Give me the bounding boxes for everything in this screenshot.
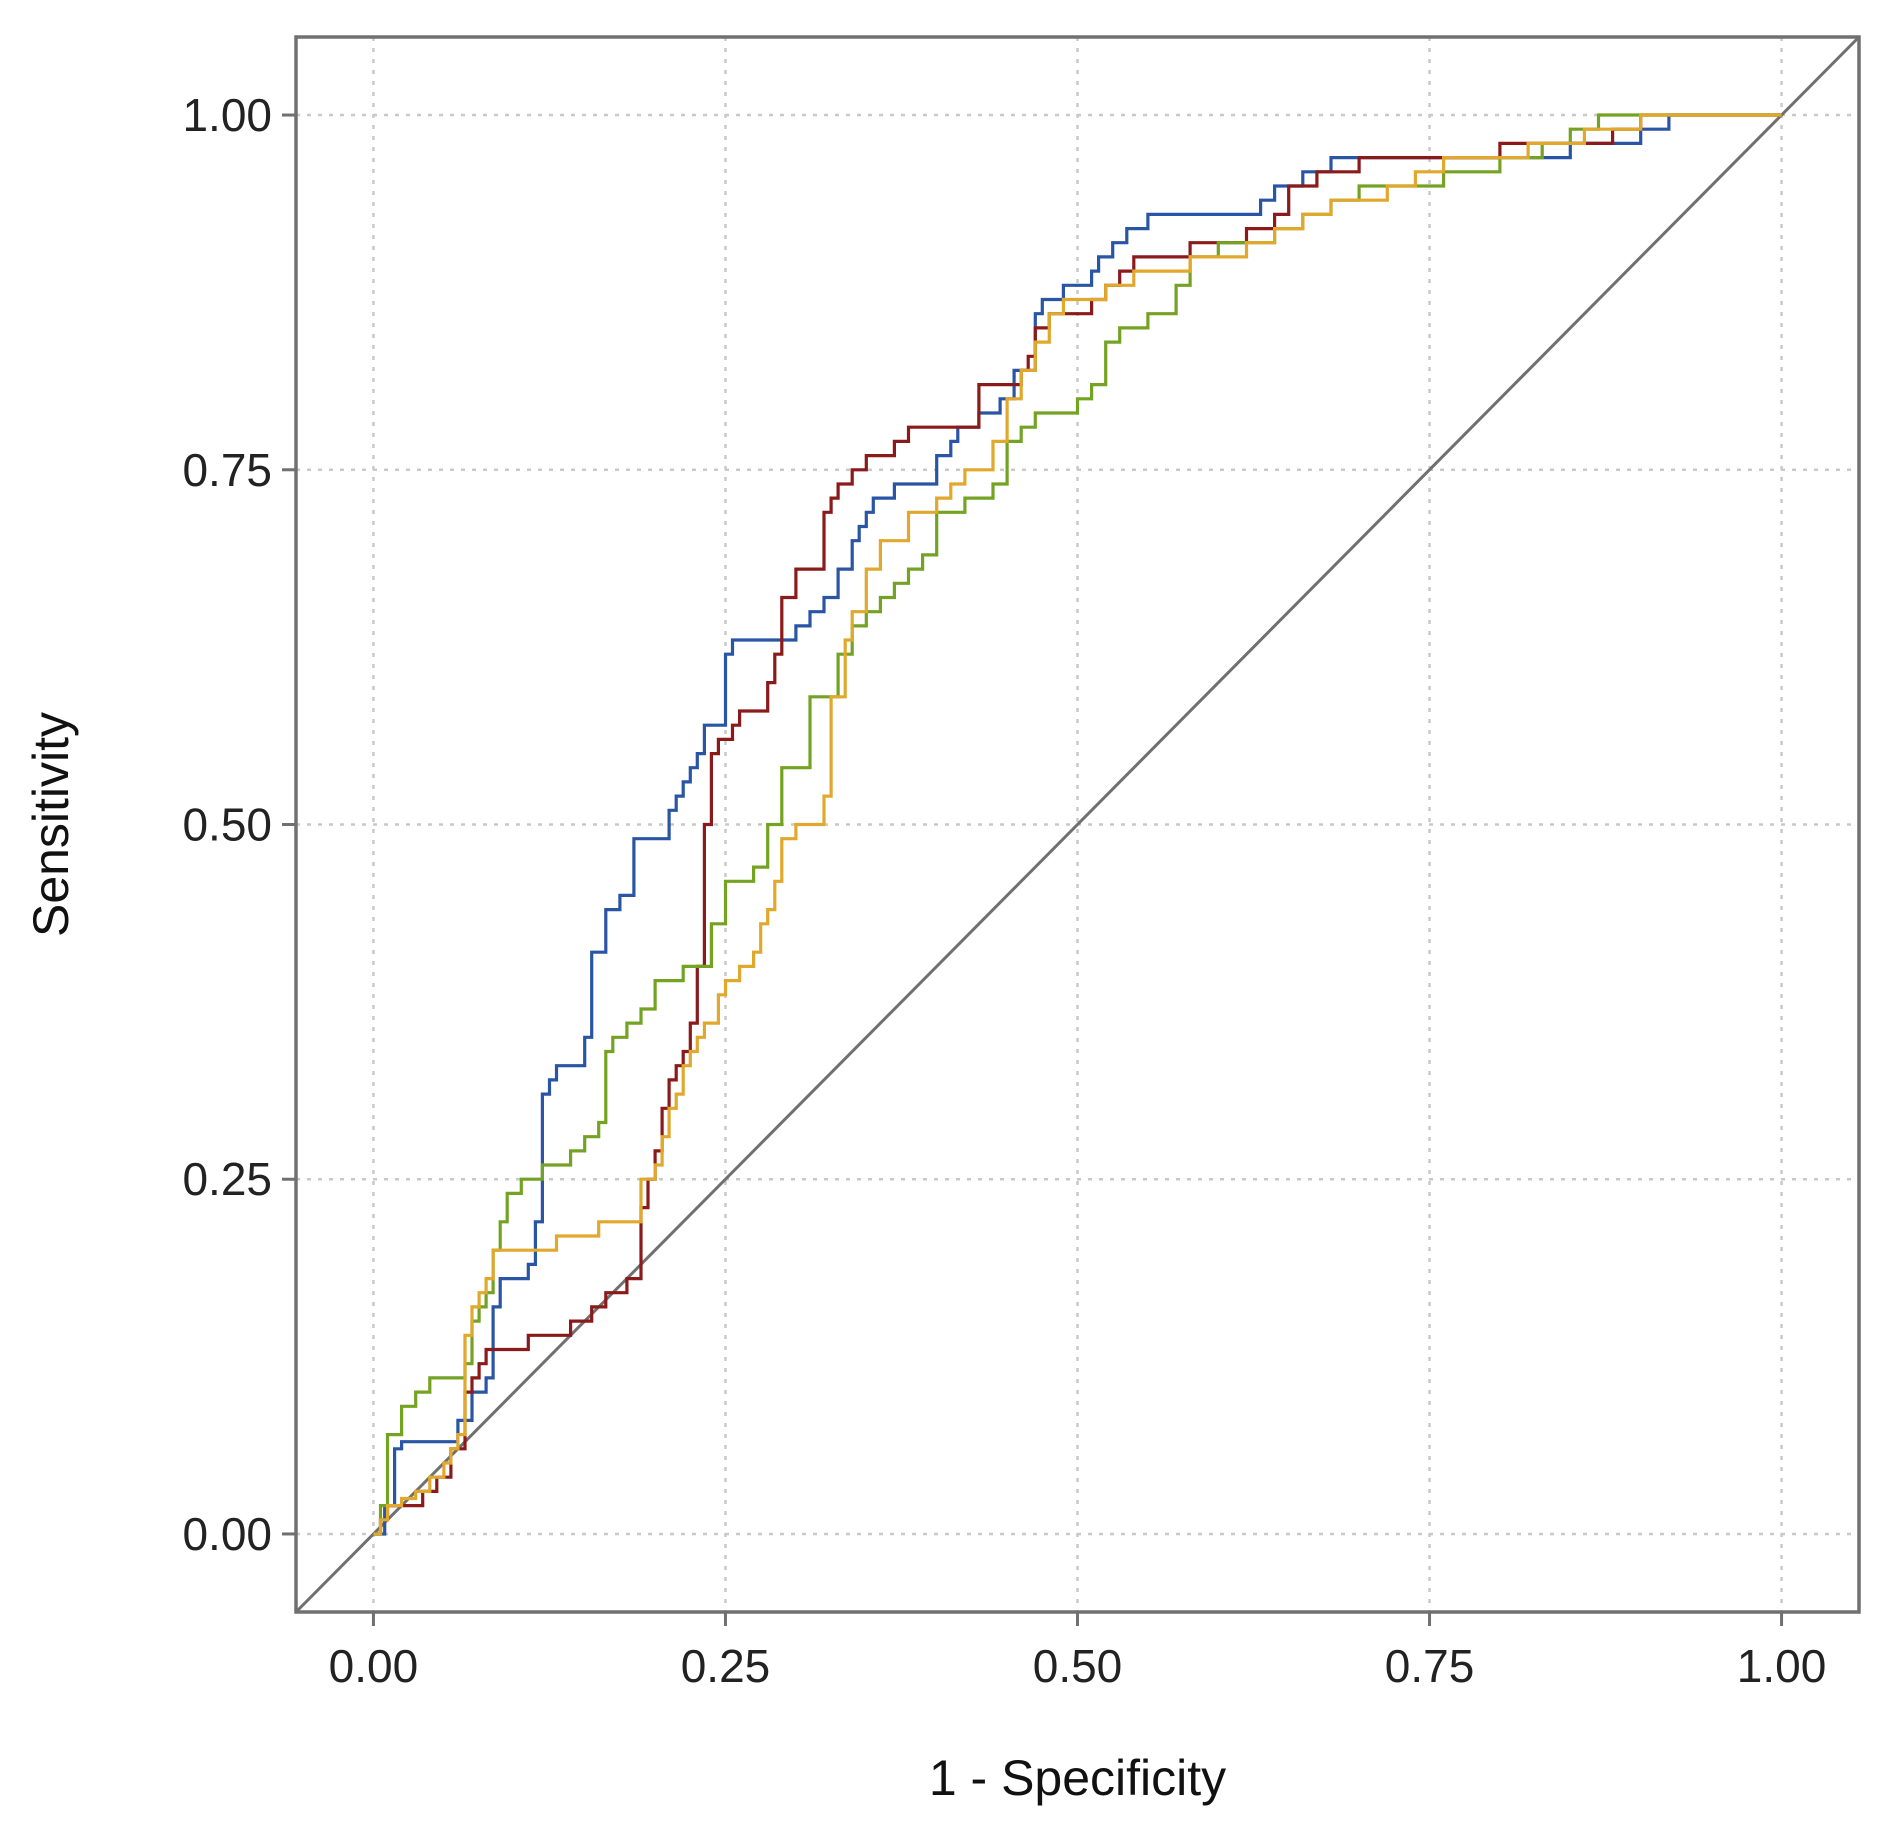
y-tick-label-2: 0.50 [182, 799, 272, 851]
y-tick-label-3: 0.75 [182, 444, 272, 496]
x-tick-label-2: 0.50 [1033, 1640, 1123, 1692]
chance-line [294, 35, 1861, 1614]
x-tick-label-4: 1.00 [1737, 1640, 1827, 1692]
roc-series [373, 113, 1782, 1536]
x-axis-title: 1 - Specificity [929, 1750, 1226, 1806]
roc-curve-gold [373, 113, 1782, 1536]
reference-diagonal [294, 35, 1861, 1614]
y-tick-label-1: 0.25 [182, 1153, 272, 1205]
axis-ticks: 0.00 0.25 0.50 0.75 1.00 0.00 0.25 0.50 0.75 1.00 [182, 89, 1826, 1692]
y-tick-label-0: 0.00 [182, 1508, 272, 1560]
roc-curve-dark-red [373, 113, 1782, 1536]
y-axis-title: Sensitivity [23, 712, 79, 937]
y-tick-label-4: 1.00 [182, 89, 272, 141]
x-tick-label-3: 0.75 [1385, 1640, 1475, 1692]
x-tick-label-1: 0.25 [681, 1640, 771, 1692]
x-tick-label-0: 0.00 [329, 1640, 419, 1692]
